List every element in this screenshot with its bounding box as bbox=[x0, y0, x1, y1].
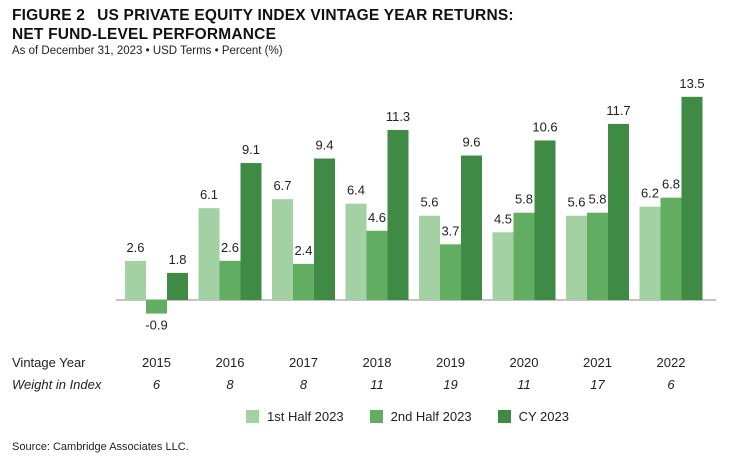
data-label-2015-series-3: 1.8 bbox=[168, 252, 186, 267]
weight-label-2017: 8 bbox=[300, 377, 308, 392]
tick-label-2017: 2017 bbox=[289, 355, 318, 370]
bar-2021-series-2 bbox=[587, 212, 608, 300]
data-label-2019-series-1: 5.6 bbox=[420, 195, 438, 210]
weight-label-2016: 8 bbox=[226, 377, 234, 392]
bar-2020-series-2 bbox=[513, 212, 535, 300]
bar-2018-series-2 bbox=[366, 230, 388, 300]
bar-2022-series-3 bbox=[681, 96, 703, 300]
legend-label-2nd-half: 2nd Half 2023 bbox=[390, 409, 472, 424]
bar-2020-series-3 bbox=[534, 140, 556, 300]
data-label-2018-series-1: 6.4 bbox=[347, 183, 365, 198]
bar-2018-series-3 bbox=[387, 129, 409, 300]
data-label-2022-series-1: 6.2 bbox=[641, 186, 659, 201]
chart-subtitle: As of December 31, 2023 • USD Terms • Pe… bbox=[12, 45, 283, 57]
data-label-2015-series-2: -0.9 bbox=[145, 318, 167, 333]
bar-2019-series-1 bbox=[419, 215, 440, 300]
data-label-2017-series-1: 6.7 bbox=[273, 178, 291, 193]
data-label-2016-series-2: 2.6 bbox=[221, 240, 239, 255]
bar-2020-series-1 bbox=[492, 232, 514, 300]
data-label-2021-series-3: 11.7 bbox=[606, 103, 630, 118]
title-line-1: US PRIVATE EQUITY INDEX VINTAGE YEAR RET… bbox=[97, 7, 514, 24]
data-label-2018-series-2: 4.6 bbox=[368, 210, 386, 225]
weight-label-2018: 11 bbox=[370, 377, 384, 392]
bar-2019-series-3 bbox=[461, 155, 482, 300]
bar-2015-series-2 bbox=[146, 300, 167, 314]
data-label-2019-series-3: 9.6 bbox=[462, 135, 480, 150]
bar-2015-series-1 bbox=[125, 260, 146, 300]
data-label-2016-series-3: 9.1 bbox=[242, 142, 260, 157]
legend-swatch-cy bbox=[497, 410, 511, 423]
weight-label-2021: 17 bbox=[590, 377, 605, 392]
bar-2017-series-1 bbox=[272, 199, 293, 300]
row-label-weight-in-index: Weight in Index bbox=[12, 377, 102, 392]
data-label-2017-series-2: 2.4 bbox=[294, 243, 312, 258]
data-label-2020-series-1: 4.5 bbox=[494, 211, 512, 226]
legend-item-2nd-half: 2nd Half 2023 bbox=[369, 409, 472, 424]
data-label-2017-series-3: 9.4 bbox=[315, 138, 333, 153]
data-label-2021-series-2: 5.8 bbox=[588, 192, 606, 207]
data-label-2021-series-1: 5.6 bbox=[567, 195, 585, 210]
data-label-2022-series-3: 13.5 bbox=[679, 76, 704, 91]
figure-label: FIGURE 2 bbox=[12, 7, 86, 24]
tick-label-2019: 2019 bbox=[436, 355, 465, 370]
tick-label-2021: 2021 bbox=[583, 355, 612, 370]
bar-2017-series-2 bbox=[293, 263, 314, 300]
bar-2016-series-1 bbox=[198, 208, 220, 300]
legend-label-cy: CY 2023 bbox=[518, 409, 569, 424]
bar-2022-series-2 bbox=[660, 197, 682, 300]
weight-label-2022: 6 bbox=[667, 377, 675, 392]
chart-legend: 1st Half 2023 2nd Half 2023 CY 2023 bbox=[246, 409, 595, 424]
bar-2022-series-1 bbox=[639, 206, 661, 300]
bar-2021-series-3 bbox=[608, 123, 629, 300]
legend-label-1st-half: 1st Half 2023 bbox=[267, 409, 344, 424]
bar-2016-series-3 bbox=[240, 163, 262, 300]
weight-label-2019: 19 bbox=[443, 377, 457, 392]
bar-2019-series-2 bbox=[440, 244, 461, 300]
bar-2017-series-3 bbox=[314, 158, 335, 300]
bar-2018-series-1 bbox=[345, 203, 367, 300]
data-label-2022-series-2: 6.8 bbox=[662, 177, 680, 192]
source-note: Source: Cambridge Associates LLC. bbox=[12, 441, 189, 453]
legend-swatch-1st-half bbox=[246, 410, 259, 423]
data-label-2018-series-3: 11.3 bbox=[386, 109, 410, 124]
tick-label-2020: 2020 bbox=[510, 355, 539, 370]
data-label-2019-series-2: 3.7 bbox=[441, 223, 459, 238]
tick-label-2016: 2016 bbox=[216, 355, 245, 370]
weight-label-2015: 6 bbox=[153, 377, 161, 392]
data-label-2015-series-1: 2.6 bbox=[126, 240, 144, 255]
bar-chart: 2.6 -0.9 1.8 2015 6 6.1 2.6 9.1 2016 8 6.7 2.4 9.4 20… bbox=[12, 76, 716, 392]
bar-2021-series-1 bbox=[566, 215, 587, 300]
data-label-2020-series-2: 5.8 bbox=[515, 192, 533, 207]
title-line-2: NET FUND-LEVEL PERFORMANCE bbox=[12, 26, 277, 43]
legend-swatch-2nd-half bbox=[369, 410, 383, 423]
tick-label-2018: 2018 bbox=[363, 355, 392, 370]
data-label-2016-series-1: 6.1 bbox=[200, 187, 218, 202]
legend-item-1st-half: 1st Half 2023 bbox=[246, 409, 344, 424]
data-label-2020-series-3: 10.6 bbox=[532, 119, 557, 134]
chart-title: FIGURE 2 US PRIVATE EQUITY INDEX VINTAGE … bbox=[12, 6, 514, 44]
tick-label-2015: 2015 bbox=[142, 355, 171, 370]
bar-2015-series-3 bbox=[167, 272, 188, 300]
legend-item-cy: CY 2023 bbox=[497, 409, 569, 424]
weight-label-2020: 11 bbox=[517, 377, 531, 392]
row-label-vintage-year: Vintage Year bbox=[12, 355, 86, 370]
tick-label-2022: 2022 bbox=[657, 355, 686, 370]
bar-2016-series-2 bbox=[219, 260, 241, 300]
